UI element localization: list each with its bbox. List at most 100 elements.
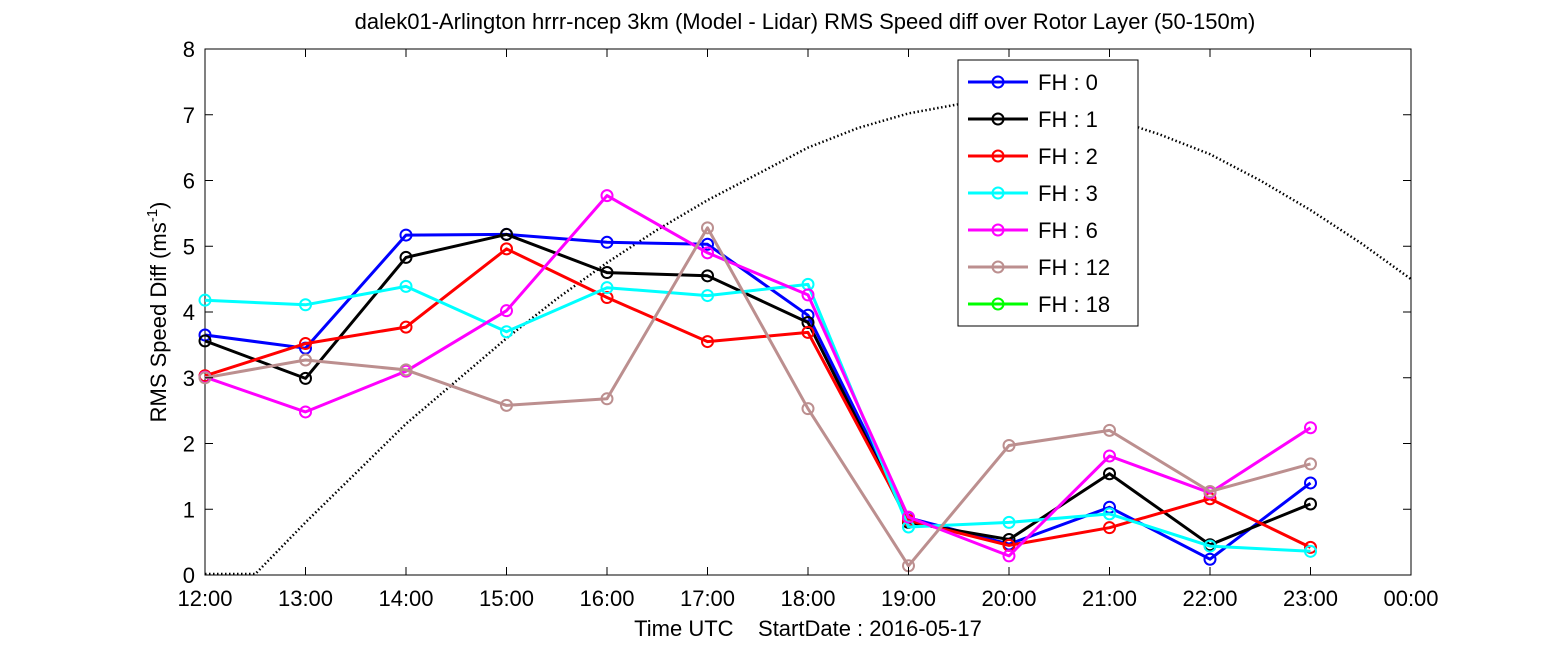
legend-label: FH : 3 [1038,181,1098,206]
legend-swatch-marker [991,223,1005,237]
series-point [500,304,513,318]
y-axis-label-sup: -1 [144,209,161,222]
series-point [1103,423,1116,437]
series-point [399,228,413,242]
series-point [399,320,413,334]
legend-swatch-marker [991,75,1005,89]
series-point [600,281,614,295]
legend-label: FH : 12 [1038,255,1110,280]
series-point [600,392,614,406]
series-point [801,325,815,339]
series-point [801,308,815,322]
series-point [600,291,614,305]
series-point [1203,484,1217,498]
legend-swatch-marker [991,149,1005,163]
series-point [500,325,513,339]
y-axis-label-main: RMS Speed Diff (ms [146,222,171,422]
y-tick-label: 8 [183,37,195,62]
y-tick-label: 7 [183,103,195,128]
series-point [1304,540,1317,554]
series-point [902,520,915,534]
series-point [902,510,915,524]
legend-label: FH : 6 [1038,218,1098,243]
series-point [1304,421,1317,435]
legend-label: FH : 0 [1038,70,1098,95]
series-point [1203,539,1217,553]
series-line [204,194,1312,558]
series-point [299,371,312,385]
plot-frame [204,48,1412,576]
series-point [1002,438,1016,452]
series-point [701,269,714,283]
x-tick-label: 19:00 [881,586,936,611]
series-4 [198,189,1317,563]
x-tick-label: 17:00 [680,586,735,611]
series-line [204,226,1311,568]
series-point [801,288,815,302]
series-point [198,293,212,307]
x-tick-label: 22:00 [1182,586,1237,611]
x-tick-label: 00:00 [1383,586,1438,611]
series-point [500,242,513,256]
series-point [1103,449,1116,463]
series-point [1002,515,1016,529]
y-tick-label: 1 [183,497,195,522]
series-point [701,221,714,235]
legend: FH : 0 FH : 1 FH : 2 FH : 3 FH : 6 FH : 12 FH … [957,59,1139,327]
x-tick-label: 13:00 [278,586,333,611]
x-tick-label: 23:00 [1283,586,1338,611]
series-line [204,282,1311,553]
series-point [1002,549,1016,563]
x-tick-label: 12:00 [177,586,232,611]
series-point [1304,457,1317,471]
series-line [204,232,1312,561]
series-point [701,246,714,260]
x-axis: 12:00 13:00 14:00 15:00 16:00 17:00 18:00 19:00… [177,49,1439,611]
x-tick-label: 15:00 [479,586,534,611]
y-tick-label: 6 [183,169,195,194]
series-5 [198,221,1317,573]
legend-label: FH : 18 [1038,292,1110,317]
legend-swatch-marker [991,260,1005,274]
y-tick-label: 3 [183,366,195,391]
series-point [1103,521,1116,535]
legend-label: FH : 1 [1038,107,1098,132]
series-point [500,398,513,412]
series-point [198,328,212,342]
series-point [1304,497,1317,511]
series-point [399,363,413,377]
series-point [801,316,815,330]
series-point [701,335,714,349]
x-tick-label: 16:00 [579,586,634,611]
y-tick-label: 5 [183,234,195,259]
series-point [299,298,312,312]
x-tick-label: 14:00 [378,586,433,611]
series-line [204,247,1312,549]
series-point [600,189,614,203]
series-0 [198,227,1317,566]
series-3 [198,277,1317,558]
reference-curve [205,100,1412,576]
y-axis-label-end: ) [146,202,171,209]
series-point [600,266,614,280]
series-point [1304,476,1317,490]
series-point [299,337,312,351]
series-1 [198,227,1317,552]
series-layer [198,189,1317,573]
series-point [198,334,212,348]
series-point [801,402,815,416]
chart-title: dalek01-Arlington hrrr-ncep 3km (Model -… [355,9,1256,34]
x-tick-label: 21:00 [1082,586,1137,611]
plot-area [204,48,1412,576]
legend-label: FH : 2 [1038,144,1098,169]
series-point [1203,552,1217,566]
series-point [299,353,312,367]
x-tick-label: 18:00 [780,586,835,611]
y-tick-label: 4 [183,300,195,325]
legend-swatch-marker [991,186,1005,200]
series-point [1103,507,1116,521]
series-point [1304,544,1317,558]
y-axis: 0 1 2 3 4 5 6 7 8 [183,37,1411,588]
series-point [299,405,312,419]
